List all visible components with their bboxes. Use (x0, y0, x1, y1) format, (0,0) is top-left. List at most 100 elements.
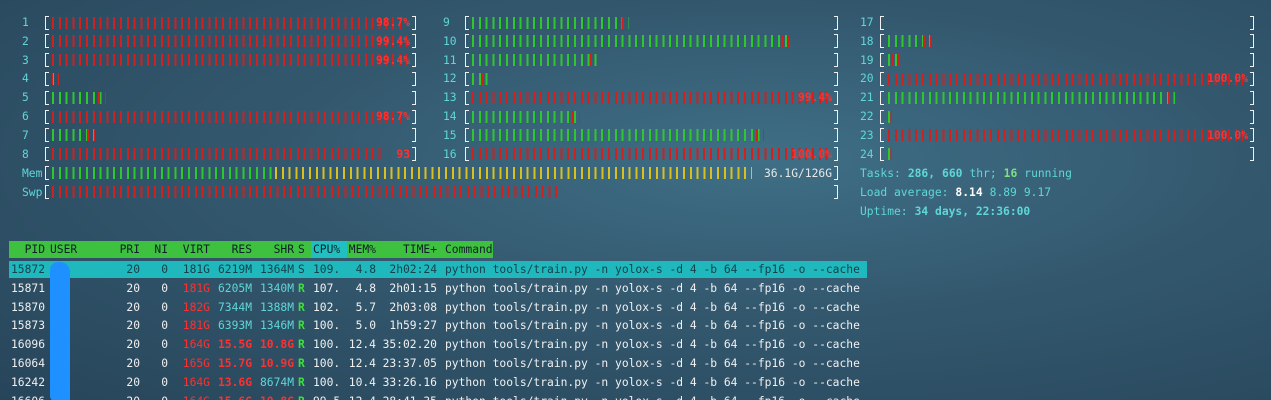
table-header: MEM% (348, 243, 376, 256)
table-cell: 1364M (259, 263, 294, 276)
info-text: 8.89 (989, 185, 1017, 199)
cpu-percent: 98.7% (375, 16, 410, 29)
cpu-label: 13 (443, 91, 457, 105)
bracket (45, 128, 49, 143)
table-cell: 1340M (259, 281, 294, 295)
cpu-label: 7 (22, 128, 29, 142)
info-text: 34 days, 22:36:00 (914, 204, 1031, 218)
table-cell: python tools/train.py -n yolox-s -d 4 -b… (445, 357, 860, 370)
table-cell: 100. (313, 375, 341, 389)
cpu-label: 6 (22, 110, 29, 123)
cpu-label: 11 (443, 53, 457, 67)
bracket (45, 53, 49, 68)
table-header: PID (24, 243, 45, 256)
table-cell: python tools/train.py -n yolox-s -d 4 -b… (445, 393, 860, 400)
bracket (1250, 109, 1254, 124)
table-cell: 181G (182, 263, 210, 276)
cpu-label: 14 (443, 110, 457, 123)
bracket (45, 71, 49, 86)
table-cell: python tools/train.py -n yolox-s -d 4 -b… (445, 281, 860, 295)
bracket (1250, 71, 1254, 86)
table-cell: 164G (130, 393, 210, 400)
info-text: thr; (969, 166, 997, 180)
mem-cache (275, 167, 753, 179)
table-cell: 1388M (259, 300, 294, 314)
bracket (880, 128, 884, 143)
cpu-bar (888, 148, 892, 161)
table-cell: 23:37.05 (382, 357, 437, 370)
table-cell: 181G (182, 281, 210, 295)
table-cell: 0 (88, 393, 168, 400)
bracket (834, 128, 838, 143)
table-cell: R (298, 319, 305, 333)
bracket (412, 90, 416, 105)
bracket (834, 90, 838, 105)
table-cell: python tools/train.py -n yolox-s -d 4 -b… (445, 300, 860, 314)
bracket (465, 34, 469, 49)
bracket (834, 34, 838, 49)
table-cell: 107. (313, 281, 341, 295)
table-cell: 16242 (10, 375, 45, 389)
table-cell: R (298, 375, 305, 389)
cpu-percent: 100.0% (791, 147, 832, 161)
table-cell: 0 (161, 375, 168, 389)
cpu-label: 2 (22, 34, 29, 48)
info-text: 8.14 (955, 185, 983, 199)
table-cell: 2h01:15 (389, 281, 437, 295)
bracket (880, 53, 884, 68)
sort-column-bg (311, 241, 347, 258)
table-cell: R (298, 281, 305, 295)
table-cell: 13.6G (217, 375, 252, 389)
info-line: Tasks: 286, 660 thr; 16 running (860, 165, 1079, 182)
bracket (1250, 90, 1254, 105)
table-cell: 2h02:24 (389, 263, 437, 276)
cpu-label: 23 (860, 128, 874, 142)
info-text: 16 (1003, 166, 1018, 180)
cpu-bar (52, 129, 95, 142)
info-text: running (1024, 166, 1072, 180)
bracket (412, 15, 416, 30)
cpu-label: 8 (22, 147, 29, 161)
cpu-label: 19 (860, 53, 874, 67)
info-text: Load average: (860, 185, 949, 199)
cpu-bar (888, 35, 932, 48)
table-cell: 20 (126, 357, 140, 370)
cpu-bar (472, 91, 830, 104)
info-text: Tasks: (860, 166, 901, 180)
cpu-bar (52, 35, 408, 48)
table-cell: 1346M (259, 319, 294, 333)
bracket (880, 109, 884, 124)
table-cell: 15.7G (217, 357, 252, 370)
bracket (880, 147, 884, 162)
cpu-label: 24 (860, 147, 874, 161)
table-cell: 1h59:27 (389, 319, 437, 333)
cpu-label: 17 (860, 16, 874, 29)
table-cell: 165G (182, 357, 210, 370)
table-header: NI (154, 243, 168, 256)
mem-label: Mem (22, 166, 43, 180)
table-cell: R (298, 338, 305, 352)
cpu-label: 21 (860, 91, 874, 105)
cpu-percent: 99.4% (797, 91, 832, 105)
bracket (45, 185, 49, 199)
table-cell: 20 (126, 300, 140, 314)
table-cell: python tools/train.py -n yolox-s -d 4 -b… (445, 338, 860, 352)
table-cell: 4.8 (355, 263, 376, 276)
table-header: RES (231, 243, 252, 256)
table-cell: 0 (161, 300, 168, 314)
cpu-label: 1 (22, 16, 29, 29)
info-line: Load average: 8.14 8.89 9.17 (860, 184, 1058, 201)
info-text: 660 (942, 166, 963, 180)
table-cell: 10.9G (259, 357, 294, 370)
bracket (45, 34, 49, 49)
table-cell: 20 (126, 281, 140, 295)
cpu-bar (888, 129, 1248, 142)
table-cell: 15870 (10, 300, 45, 314)
bracket (45, 90, 49, 105)
bracket (834, 185, 838, 199)
bracket (1250, 34, 1254, 49)
table-header: S (298, 243, 305, 256)
table-header: CPU% (313, 243, 341, 256)
selected-row-bg (9, 261, 867, 278)
